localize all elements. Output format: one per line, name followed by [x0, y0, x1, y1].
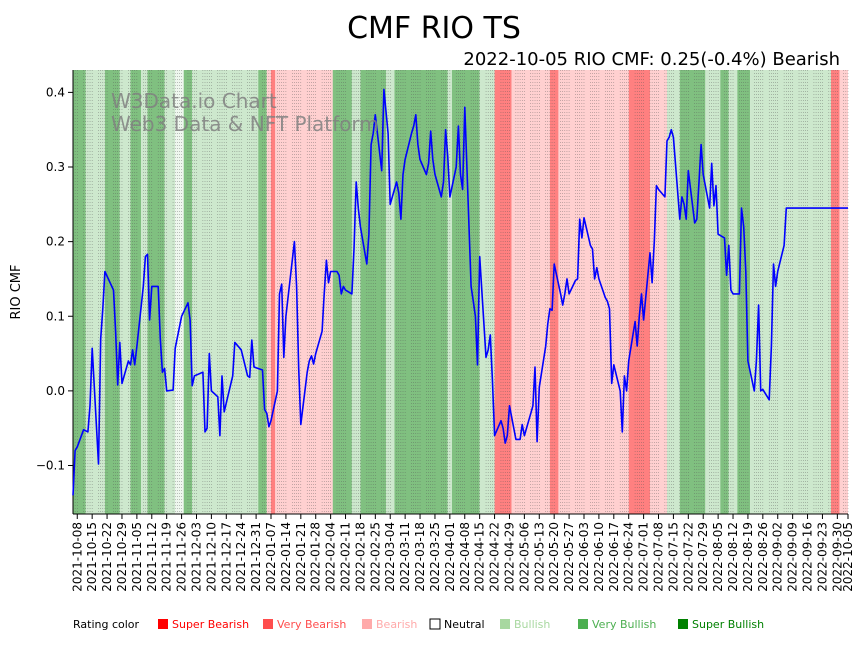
series-line-rio-cmf — [72, 88, 848, 496]
x-tick-label: 2021-10-22 — [100, 522, 114, 592]
x-tick-label: 2022-02-18 — [353, 522, 367, 592]
x-tick-label: 2021-11-12 — [145, 522, 159, 592]
legend-swatch-super-bullish — [678, 619, 688, 629]
x-tick-label: 2022-03-25 — [428, 522, 442, 592]
x-tick-label: 2022-08-19 — [741, 522, 755, 592]
x-tick-label: 2022-02-25 — [368, 522, 382, 592]
x-tick-label: 2021-10-08 — [70, 522, 84, 592]
x-tick-label: 2021-12-10 — [204, 522, 218, 592]
legend-item-very-bearish: Very Bearish — [277, 618, 346, 631]
x-tick-label: 2021-12-31 — [249, 522, 263, 592]
legend-swatch-neutral — [429, 618, 441, 630]
x-tick-label: 2022-04-01 — [443, 522, 457, 592]
x-tick-label: 2022-09-09 — [786, 522, 800, 592]
legend-swatch-super-bearish — [158, 619, 168, 629]
x-tick-label: 2022-07-01 — [637, 522, 651, 592]
x-tick-label: 2021-12-17 — [219, 522, 233, 592]
legend-item-super-bearish: Super Bearish — [172, 618, 249, 631]
rating-band-bullish — [119, 70, 131, 514]
legend-swatch-very-bullish — [578, 619, 588, 629]
x-tick-label: 2022-08-05 — [711, 522, 725, 592]
y-tick-label: 0.1 — [46, 309, 65, 323]
y-tick-label: 0.0 — [46, 384, 65, 398]
rating-band-very-bearish — [271, 70, 276, 514]
x-tick-label: 2022-07-29 — [696, 522, 710, 592]
rating-band-bullish — [164, 70, 176, 514]
y-tick-label: 0.2 — [46, 235, 65, 249]
x-tick-label: 2022-06-03 — [577, 522, 591, 592]
x-tick-label: 2022-03-04 — [383, 522, 397, 592]
legend-swatch-very-bearish — [263, 619, 273, 629]
x-tick-label: 2022-01-07 — [264, 522, 278, 592]
x-tick-label: 2022-01-14 — [279, 522, 293, 592]
rating-band-very-bullish — [130, 70, 142, 514]
rating-band-bullish — [705, 70, 721, 514]
x-tick-label: 2022-04-29 — [502, 522, 516, 592]
x-tick-label: 2021-11-26 — [175, 522, 189, 592]
x-tick-label: 2021-10-15 — [85, 522, 99, 592]
x-tick-label: 2022-09-30 — [830, 522, 844, 592]
x-tick-label: 2021-10-29 — [115, 522, 129, 592]
x-tick-label: 2022-06-17 — [607, 522, 621, 592]
rating-band-very-bullish — [394, 70, 448, 514]
x-tick-label: 2022-02-04 — [324, 522, 338, 592]
y-axis-label: RIO CMF — [9, 264, 24, 319]
x-tick-label: 2022-10-05 — [841, 522, 855, 592]
legend: Rating color Super Bearish Very Bearish Bea… — [73, 618, 764, 631]
x-tick-label: 2021-12-24 — [234, 522, 248, 592]
x-tick-label: 2022-07-22 — [681, 522, 695, 592]
rating-band-bullish — [192, 70, 259, 514]
x-tick-label: 2022-06-24 — [622, 522, 636, 592]
x-tick-label: 2022-04-15 — [473, 522, 487, 592]
x-tick-label: 2022-02-11 — [339, 522, 353, 592]
x-tick-label: 2022-05-27 — [562, 522, 576, 592]
legend-item-very-bullish: Very Bullish — [592, 618, 656, 631]
rating-band-very-bullish — [73, 70, 86, 514]
y-tick-label: −0.1 — [36, 458, 65, 472]
x-tick-label: 2022-08-26 — [756, 522, 770, 592]
x-tick-label: 2022-05-13 — [532, 522, 546, 592]
rating-band-bearish — [275, 70, 333, 514]
watermark-line-2: Web3 Data & NFT Platform — [111, 112, 379, 136]
rating-band-very-bullish — [147, 70, 165, 514]
y-tick-label: 0.3 — [46, 160, 65, 174]
x-tick-label: 2022-04-08 — [458, 522, 472, 592]
y-tick-label: 0.4 — [46, 85, 65, 99]
chart-subtitle: 2022-10-05 RIO CMF: 0.25(-0.4%) Bearish — [463, 49, 840, 70]
legend-item-bullish: Bullish — [514, 618, 550, 631]
x-tick-label: 2022-05-06 — [517, 522, 531, 592]
x-tick-label: 2022-01-21 — [294, 522, 308, 592]
legend-item-neutral: Neutral — [444, 618, 485, 631]
x-tick-label: 2022-01-28 — [309, 522, 323, 592]
legend-title: Rating color — [73, 618, 140, 631]
rating-band-very-bullish — [104, 70, 120, 514]
x-tick-label: 2022-06-10 — [592, 522, 606, 592]
x-tick-label: 2022-07-15 — [666, 522, 680, 592]
x-tick-label: 2022-03-11 — [398, 522, 412, 592]
x-tick-label: 2022-09-16 — [801, 522, 815, 592]
chart-title: CMF RIO TS — [347, 11, 521, 46]
rating-band-bullish — [85, 70, 105, 514]
x-tick-label: 2022-09-23 — [815, 522, 829, 592]
x-tick-label: 2022-04-22 — [488, 522, 502, 592]
watermark-line-1: W3Data.io Chart — [111, 89, 277, 113]
rating-band-very-bullish — [679, 70, 706, 514]
rating-band-bullish — [479, 70, 495, 514]
x-tick-label: 2022-09-02 — [771, 522, 785, 592]
x-tick-label: 2021-12-03 — [189, 522, 203, 592]
x-tick-label: 2022-08-12 — [726, 522, 740, 592]
legend-item-bearish: Bearish — [376, 618, 417, 631]
x-tick-label: 2022-07-08 — [652, 522, 666, 592]
legend-swatch-bearish — [362, 619, 372, 629]
x-tick-label: 2022-05-20 — [547, 522, 561, 592]
x-tick-label: 2021-11-19 — [160, 522, 174, 592]
x-tick-label: 2022-03-18 — [413, 522, 427, 592]
rating-band-bullish — [141, 70, 148, 514]
legend-item-super-bullish: Super Bullish — [692, 618, 764, 631]
x-tick-label: 2021-11-05 — [130, 522, 144, 592]
legend-swatch-bullish — [500, 619, 510, 629]
